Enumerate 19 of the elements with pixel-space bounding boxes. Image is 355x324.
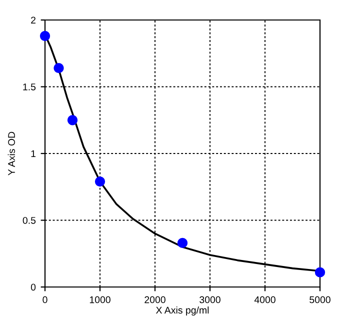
y-tick-label: 1 — [31, 150, 36, 158]
y-tick-label: 2 — [31, 16, 36, 24]
x-tick-label: 1000 — [90, 296, 110, 304]
point — [314, 267, 326, 278]
x-tick-label: 3000 — [200, 296, 220, 304]
point — [67, 115, 78, 126]
x-tick-label: 4000 — [254, 296, 276, 304]
x-tick-label: 2000 — [144, 296, 166, 304]
point — [54, 62, 64, 74]
point — [94, 176, 106, 187]
y-tick-label: 1.5 — [23, 84, 36, 90]
x-tick-label: 0 — [42, 296, 48, 304]
x-axis-title: X Axis pg/ml — [156, 306, 209, 316]
point — [40, 30, 50, 42]
point — [177, 238, 188, 248]
y-axis-title: Y Axis OD — [8, 132, 15, 176]
y-tick-label: 0.5 — [22, 216, 36, 224]
x-tick-label: 5000 — [310, 296, 330, 304]
y-tick-label: 0 — [30, 284, 36, 291]
